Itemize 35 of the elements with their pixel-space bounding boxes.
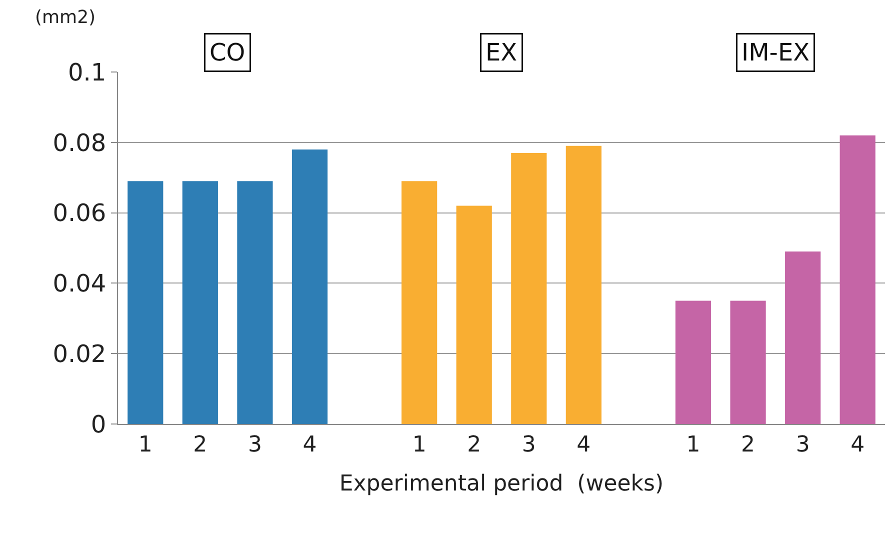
bar: [402, 181, 438, 424]
x-tick-label: 4: [302, 432, 317, 458]
y-tick-label: 0.08: [52, 128, 106, 157]
text: CO: [210, 38, 246, 66]
bar: [840, 135, 876, 424]
x-axis-title: Experimental period (weeks): [339, 471, 664, 496]
bar: [511, 152, 547, 424]
x-tick-label: 1: [686, 432, 700, 458]
y-tick-label: 0.02: [52, 340, 106, 368]
x-tick-label: 2: [741, 432, 756, 458]
x-tick-label: 1: [412, 432, 426, 458]
bar: [675, 300, 712, 424]
y-tick-label: 0.06: [52, 199, 106, 228]
x-tick-label: 3: [248, 432, 262, 458]
text: IM-EX: [742, 38, 810, 66]
bar: [730, 300, 766, 424]
x-tick-label: 4: [850, 432, 865, 458]
bar: [182, 181, 218, 424]
y-axis-title: (mm2): [35, 7, 96, 28]
x-tick-label: 3: [522, 432, 536, 458]
x-tick-label: 2: [193, 432, 208, 458]
bar: [292, 149, 328, 424]
bar: [237, 181, 273, 424]
bar: [566, 146, 602, 424]
bar: [128, 181, 164, 424]
y-tick-label: 0.04: [52, 270, 106, 298]
x-tick-label: 1: [138, 432, 152, 458]
text: EX: [486, 38, 518, 66]
y-tick-label: 0: [90, 410, 106, 438]
bar: [785, 252, 821, 424]
x-tick-label: 4: [576, 432, 591, 458]
x-tick-label: 2: [467, 432, 482, 458]
bar: [456, 206, 492, 424]
y-tick-label: 0.1: [68, 58, 106, 86]
x-tick-label: 3: [796, 432, 810, 458]
